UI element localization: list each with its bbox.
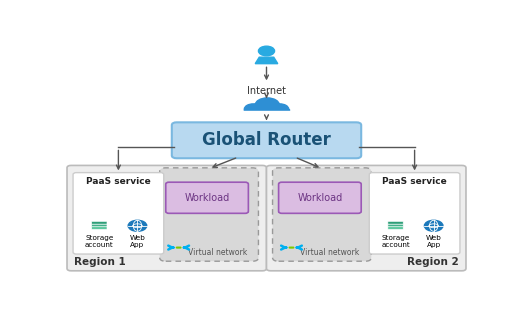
Text: Storage
account: Storage account bbox=[85, 235, 114, 248]
FancyBboxPatch shape bbox=[388, 221, 403, 224]
Text: Workload: Workload bbox=[297, 193, 343, 203]
Circle shape bbox=[255, 98, 279, 112]
FancyBboxPatch shape bbox=[388, 227, 403, 230]
Bar bbox=[244, 109, 289, 115]
FancyBboxPatch shape bbox=[67, 165, 267, 271]
FancyBboxPatch shape bbox=[272, 168, 371, 261]
Circle shape bbox=[244, 104, 262, 114]
Circle shape bbox=[128, 220, 147, 231]
Circle shape bbox=[178, 247, 179, 248]
Text: PaaS service: PaaS service bbox=[382, 177, 447, 186]
FancyBboxPatch shape bbox=[172, 122, 361, 158]
Text: Internet: Internet bbox=[247, 86, 286, 96]
Circle shape bbox=[258, 46, 275, 56]
Text: Web
App: Web App bbox=[426, 235, 441, 248]
FancyBboxPatch shape bbox=[166, 182, 249, 213]
Circle shape bbox=[292, 247, 294, 248]
Circle shape bbox=[271, 104, 289, 114]
Circle shape bbox=[176, 247, 178, 248]
Bar bbox=[242, 111, 291, 116]
FancyBboxPatch shape bbox=[160, 168, 258, 261]
Text: Storage
account: Storage account bbox=[381, 235, 410, 248]
Text: Workload: Workload bbox=[185, 193, 230, 203]
Text: Region 2: Region 2 bbox=[407, 257, 459, 267]
Text: Region 1: Region 1 bbox=[74, 257, 126, 267]
Polygon shape bbox=[255, 57, 278, 64]
Text: Virtual network: Virtual network bbox=[301, 248, 360, 257]
Circle shape bbox=[424, 220, 443, 231]
FancyBboxPatch shape bbox=[388, 224, 403, 227]
FancyBboxPatch shape bbox=[92, 227, 107, 230]
Circle shape bbox=[289, 247, 291, 248]
FancyBboxPatch shape bbox=[267, 165, 466, 271]
Circle shape bbox=[291, 247, 292, 248]
Circle shape bbox=[179, 247, 181, 248]
Text: Web
App: Web App bbox=[129, 235, 146, 248]
FancyBboxPatch shape bbox=[369, 173, 460, 254]
Circle shape bbox=[262, 103, 283, 115]
Circle shape bbox=[251, 103, 272, 115]
FancyBboxPatch shape bbox=[73, 173, 164, 254]
Text: Global Router: Global Router bbox=[202, 131, 331, 149]
FancyBboxPatch shape bbox=[92, 224, 107, 227]
Text: Virtual network: Virtual network bbox=[188, 248, 247, 257]
FancyBboxPatch shape bbox=[92, 221, 107, 224]
Text: PaaS service: PaaS service bbox=[86, 177, 151, 186]
FancyBboxPatch shape bbox=[279, 182, 361, 213]
